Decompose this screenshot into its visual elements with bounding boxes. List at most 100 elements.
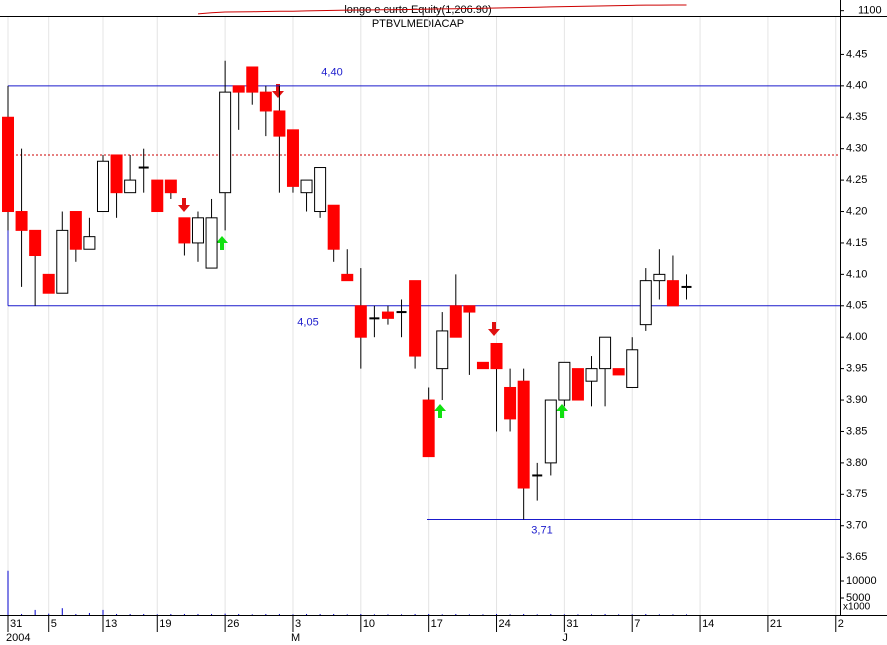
y-tick-label: 4.15 bbox=[846, 237, 867, 249]
y-tick-label: 3.70 bbox=[846, 520, 867, 532]
buy-arrow bbox=[434, 404, 446, 418]
candle-body bbox=[15, 211, 28, 231]
volume-unit: x1000 bbox=[843, 602, 871, 613]
y-tick-label: 4.00 bbox=[846, 331, 867, 343]
candle-body bbox=[178, 217, 191, 244]
candle-body bbox=[42, 273, 55, 294]
candle-body bbox=[205, 217, 218, 269]
candle-body bbox=[409, 280, 422, 357]
x-tick-label: 19 bbox=[159, 618, 171, 630]
y-tick-label: 3.85 bbox=[846, 425, 867, 437]
candle-body bbox=[490, 342, 503, 370]
candle-body bbox=[286, 129, 299, 187]
x-group-label: J bbox=[562, 632, 568, 644]
candle-body bbox=[69, 211, 82, 250]
x-tick-label: 17 bbox=[431, 618, 443, 630]
candle-body bbox=[219, 91, 232, 194]
y-tick-label: 4.35 bbox=[846, 111, 867, 123]
sell-arrow bbox=[488, 322, 500, 336]
candle-body bbox=[83, 236, 96, 250]
level-label: 3,71 bbox=[531, 524, 552, 536]
y-tick-label: 4.20 bbox=[846, 205, 867, 217]
x-tick-label: 7 bbox=[634, 618, 640, 630]
x-tick-label: 26 bbox=[227, 618, 239, 630]
y-tick-label: 3.80 bbox=[846, 457, 867, 469]
candle-body bbox=[96, 160, 109, 213]
x-tick-label: 31 bbox=[10, 618, 22, 630]
candle-body bbox=[2, 116, 14, 213]
x-tick-label: 10 bbox=[363, 618, 375, 630]
candle-body bbox=[653, 273, 666, 282]
candle-body bbox=[124, 179, 137, 194]
volume-tick-label: 10000 bbox=[846, 575, 877, 587]
candle-body bbox=[164, 179, 177, 194]
candle-body bbox=[666, 280, 679, 307]
x-tick-label: 2 bbox=[838, 618, 844, 630]
sell-arrow bbox=[272, 84, 284, 98]
y-tick-label: 4.30 bbox=[846, 143, 867, 155]
candle-body bbox=[191, 217, 204, 244]
x-tick-label: 13 bbox=[105, 618, 117, 630]
candle-body bbox=[56, 229, 69, 294]
candle-body bbox=[476, 361, 489, 370]
candle-body bbox=[354, 305, 367, 338]
candle-body bbox=[463, 305, 476, 313]
y-tick-label: 4.45 bbox=[846, 48, 867, 60]
candle-body bbox=[585, 368, 598, 382]
candle-body bbox=[504, 386, 517, 420]
candle-body bbox=[449, 305, 462, 338]
candle-body bbox=[232, 85, 245, 93]
candle-body bbox=[544, 399, 557, 464]
candle-body bbox=[599, 336, 612, 370]
y-tick-label: 3.95 bbox=[846, 363, 867, 375]
equity-line bbox=[197, 4, 687, 15]
buy-arrow bbox=[556, 404, 568, 418]
level-label: 4,05 bbox=[297, 317, 318, 329]
x-group-label: M bbox=[291, 632, 300, 644]
y-tick-label: 4.25 bbox=[846, 174, 867, 186]
candle-body bbox=[259, 91, 272, 112]
x-tick-label: 14 bbox=[702, 618, 714, 630]
level-label: 4,40 bbox=[321, 67, 342, 79]
x-tick-label: 31 bbox=[566, 618, 578, 630]
candle-body bbox=[612, 368, 625, 376]
candle-body bbox=[29, 229, 42, 257]
chart-subtitle: PTBVLMEDIACAP bbox=[372, 18, 464, 30]
candle-body bbox=[571, 368, 584, 401]
candle-body bbox=[517, 380, 530, 489]
candle-body bbox=[151, 179, 164, 213]
candle-body bbox=[110, 154, 123, 194]
y-tick-label: 4.40 bbox=[846, 80, 867, 92]
y-tick-label: 4.10 bbox=[846, 268, 867, 280]
x-tick-label: 5 bbox=[51, 618, 57, 630]
buy-arrow bbox=[216, 236, 228, 250]
x-tick-label: 21 bbox=[770, 618, 782, 630]
y-tick-label: 3.65 bbox=[846, 551, 867, 563]
equity-tick-label: 1100 bbox=[858, 5, 882, 17]
candle-body bbox=[626, 349, 639, 388]
x-group-label: 2004 bbox=[6, 632, 30, 644]
candle-body bbox=[246, 66, 259, 93]
candle-body bbox=[314, 167, 327, 213]
candle-body bbox=[436, 330, 449, 370]
y-tick-label: 3.90 bbox=[846, 394, 867, 406]
candle-body bbox=[341, 273, 354, 282]
candle-body bbox=[422, 399, 435, 458]
signal-arrows bbox=[178, 84, 568, 418]
y-tick-label: 4.05 bbox=[846, 300, 867, 312]
volume-tick-label: 5000 bbox=[846, 592, 870, 604]
x-tick-label: 24 bbox=[499, 618, 511, 630]
candle-body bbox=[639, 280, 652, 326]
x-tick-label: 3 bbox=[295, 618, 301, 630]
y-tick-label: 3.75 bbox=[846, 488, 867, 500]
candle-body bbox=[300, 179, 313, 194]
candle-body bbox=[558, 361, 571, 401]
candle-body bbox=[327, 204, 340, 250]
candle-body bbox=[381, 311, 394, 319]
chart-title: longo e curto Equity(1,206.90) bbox=[344, 4, 491, 16]
candle-body bbox=[273, 110, 286, 137]
sell-arrow bbox=[178, 198, 190, 212]
